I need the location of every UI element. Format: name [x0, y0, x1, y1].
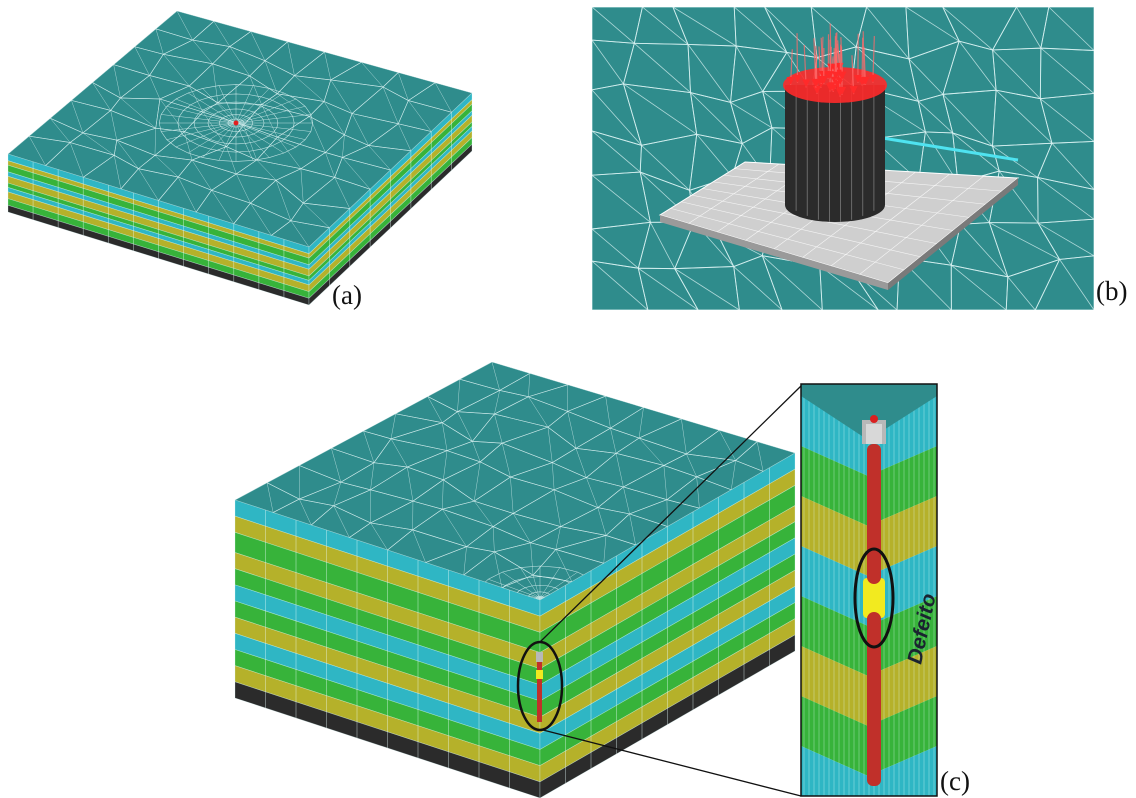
panel-b-plate-edge-highlight	[869, 134, 1019, 162]
panel-c-pile	[536, 652, 543, 722]
panel-c-left-face	[234, 499, 541, 798]
panel-c-label: (c)	[940, 766, 970, 796]
panel-a-label: (a)	[332, 280, 362, 310]
panel-a-block	[7, 11, 473, 306]
panel-a-pile-marker	[233, 120, 239, 126]
panel-c-top-mesh	[235, 362, 795, 600]
panel-b-plate-side	[660, 215, 888, 290]
inset-frame	[800, 383, 938, 797]
panel-a-right-face	[308, 92, 473, 306]
inset-pile	[862, 415, 886, 786]
inset-defect-ellipse	[853, 547, 895, 649]
panel-b-label: (b)	[1096, 276, 1127, 306]
zoom-connector-bottom	[542, 729, 802, 797]
panel-c-block	[234, 362, 796, 798]
panel-c-inset	[801, 384, 937, 796]
panel-c-top-face	[235, 362, 795, 600]
panel-b-view	[592, 7, 1094, 310]
panel-a-top-mesh	[8, 11, 472, 247]
panel-b-plate-side-right	[888, 178, 1018, 290]
inset-top-cap	[801, 384, 937, 440]
panel-a-left-face	[7, 153, 310, 306]
panel-c-right-face	[539, 452, 796, 798]
panel-b-pile-body	[785, 85, 885, 222]
panel-a-top-face	[8, 11, 472, 247]
zoom-connector-top	[539, 385, 802, 643]
panel-b-load-arrows	[783, 23, 887, 103]
